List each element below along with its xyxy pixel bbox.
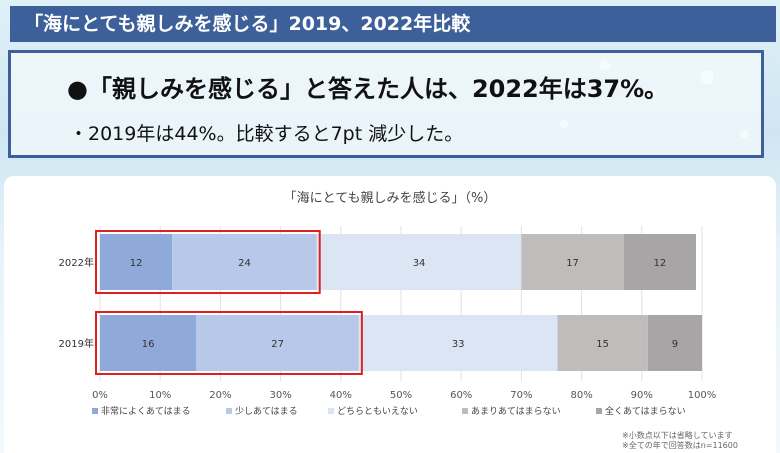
data-label: 16 <box>142 339 155 350</box>
data-label: 15 <box>596 339 609 350</box>
data-label: 24 <box>238 258 251 269</box>
legend-label: 全くあてはまらない <box>605 405 686 417</box>
data-label: 34 <box>413 258 426 269</box>
bar-segment <box>100 234 173 290</box>
data-label: 33 <box>452 339 465 350</box>
summary-headline: ●「親しみを感じる」と答えた人は、2022年は37%。 <box>67 75 669 103</box>
x-tick-label: 40% <box>330 390 352 401</box>
x-tick-label: 60% <box>450 390 472 401</box>
stacked-bar-chart: 「海にとても親しみを感じる」（%） 0% 10% 20% 30% 40% 50% 60% 70%… <box>59 190 717 417</box>
data-label: 12 <box>653 258 666 269</box>
bar-segment <box>647 315 702 371</box>
x-tick-label: 70% <box>510 390 532 401</box>
bar-segment <box>100 315 197 371</box>
legend-swatch <box>92 408 98 414</box>
data-label: 12 <box>130 258 143 269</box>
data-label: 9 <box>672 339 678 350</box>
x-tick-label: 0% <box>92 390 108 401</box>
bar-segment <box>358 315 558 371</box>
x-tick-label: 90% <box>631 390 653 401</box>
note-respondents: ※全ての年で回答数はn=11600 <box>622 441 738 450</box>
bar-segment <box>316 234 522 290</box>
summary-subline: ・2019年は44%。比較すると7pt 減少した。 <box>69 123 464 145</box>
category-label: 2019年 <box>59 337 94 350</box>
note-rounding: ※小数点以下は省略しています <box>622 431 733 440</box>
data-label: 27 <box>271 339 284 350</box>
chart-panel: 「海にとても親しみを感じる」（%） 0% 10% 20% 30% 40% 50% 60% 70%… <box>4 176 776 453</box>
x-tick-label: 50% <box>390 390 412 401</box>
chart-title: 「海にとても親しみを感じる」（%） <box>284 190 497 206</box>
x-tick-label: 10% <box>149 390 171 401</box>
category-label: 2022年 <box>59 256 94 269</box>
page-title: 「海にとても親しみを感じる」2019、2022年比較 <box>10 6 776 42</box>
x-tick-label: 80% <box>570 390 592 401</box>
summary-box: ●「親しみを感じる」と答えた人は、2022年は37%。 ・2019年は44%。比… <box>8 50 764 158</box>
x-tick-label: 100% <box>688 390 717 401</box>
legend-label: 非常によくあてはまる <box>101 405 191 417</box>
legend-swatch <box>226 408 232 414</box>
x-tick-label: 30% <box>269 390 291 401</box>
legend-swatch <box>328 408 334 414</box>
data-label: 17 <box>566 258 579 269</box>
bar-segment <box>623 234 696 290</box>
legend-swatch <box>596 408 602 414</box>
bar-segment <box>557 315 648 371</box>
highlight-frame <box>95 230 321 294</box>
x-tick-label: 20% <box>209 390 231 401</box>
bar-segment <box>521 234 624 290</box>
highlight-frame <box>95 311 363 375</box>
legend-label: あまりあてはまらない <box>471 406 561 417</box>
legend-label: どちらともいえない <box>337 406 418 417</box>
bar-segment <box>196 315 359 371</box>
legend-swatch <box>462 408 468 414</box>
bar-segment <box>172 234 317 290</box>
legend-label: 少しあてはまる <box>235 406 298 417</box>
